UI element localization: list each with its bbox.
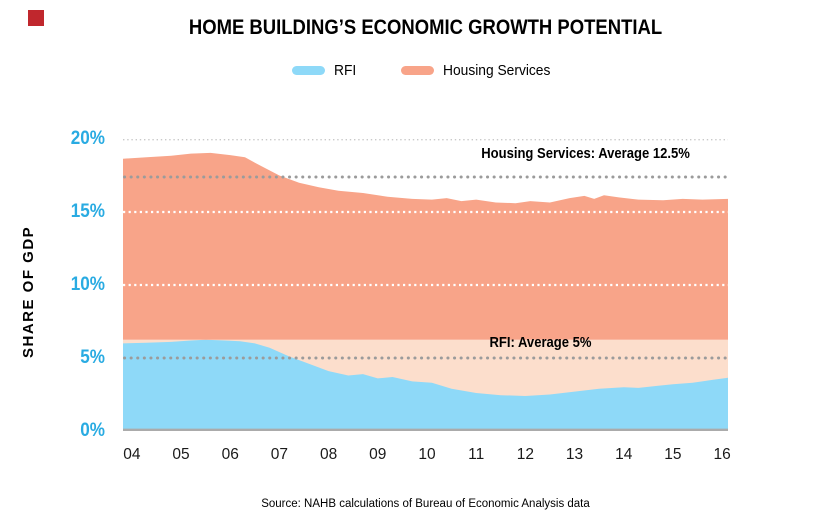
y-axis-title: SHARE OF GDP [20,225,37,359]
brand-mark-red-square [28,10,44,26]
x-tick-label-14: 14 [615,446,633,463]
y-tick-label-0pct: 0% [80,420,105,441]
x-tick-label-06: 06 [221,446,239,463]
rfi-area [123,339,728,431]
area-chart-svg [123,138,730,432]
legend-label-rfi: RFI [333,61,356,79]
plot-area [123,138,730,432]
chart-title: HOME BUILDING’S ECONOMIC GROWTH POTENTIA… [188,16,663,39]
y-tick-label-10pct: 10% [70,274,105,295]
x-tick-label-08: 08 [319,446,338,463]
y-tick-label-5pct: 5% [80,347,105,368]
legend-item-housing-services: Housing Services [400,61,560,79]
annotation-housing-services-average: Housing Services: Average 12.5% [481,146,690,162]
legend: RFI Housing Services [123,61,728,79]
housing-services-swatch-icon [400,65,434,75]
x-tick-label-07: 07 [270,446,289,463]
x-tick-label-05: 05 [172,446,190,463]
x-tick-label-13: 13 [565,446,584,463]
legend-label-housing-services: Housing Services [442,61,551,79]
source-credit: Source: NAHB calculations of Bureau of E… [261,498,590,510]
x-tick-label-12: 12 [516,446,534,463]
x-tick-label-16: 16 [713,446,731,463]
x-tick-label-11: 11 [468,446,485,463]
x-tick-label-10: 10 [418,446,436,463]
housing-services-area [123,152,728,340]
rfi-swatch-icon [291,65,325,75]
x-tick-label-15: 15 [664,446,682,463]
annotation-rfi-average: RFI: Average 5% [489,335,592,351]
x-tick-label-09: 09 [369,446,387,463]
legend-item-rfi: RFI [291,61,358,79]
y-tick-label-15pct: 15% [70,201,105,222]
x-tick-label-04: 04 [123,446,141,463]
y-tick-label-20pct: 20% [70,128,105,149]
